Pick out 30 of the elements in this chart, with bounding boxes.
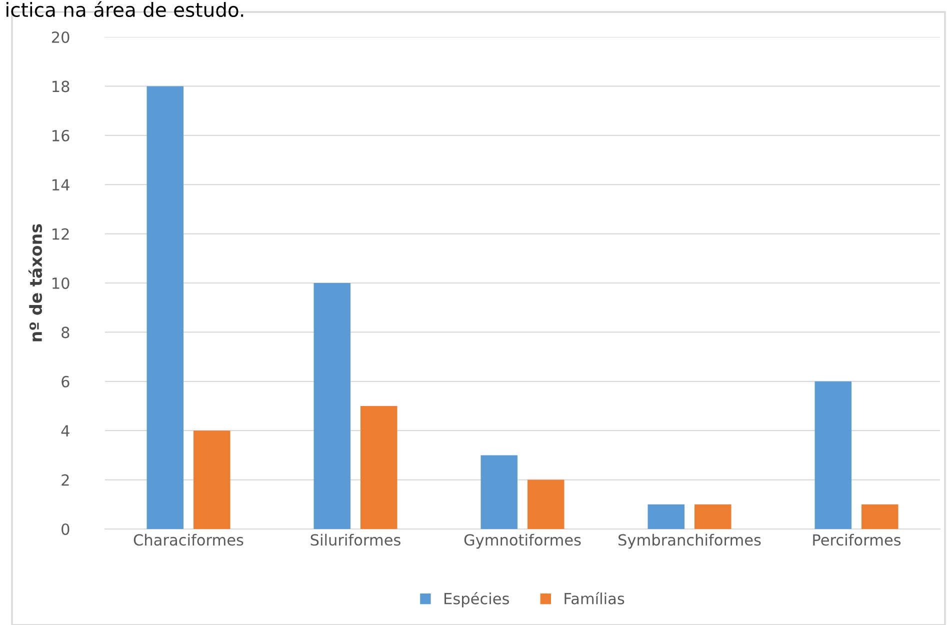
y-tick-label: 20 bbox=[52, 31, 70, 44]
y-tick-label: 10 bbox=[52, 277, 70, 290]
x-tick-label: Perciformes bbox=[813, 534, 901, 546]
x-tick-label: Characiformes bbox=[134, 534, 244, 546]
y-tick-label: 14 bbox=[52, 179, 70, 190]
bar bbox=[194, 430, 230, 529]
x-tick-label: Gymnotiformes bbox=[464, 534, 581, 549]
y-tick-label: 12 bbox=[52, 228, 69, 240]
y-tick-label: 2 bbox=[62, 474, 69, 486]
bar bbox=[694, 504, 732, 529]
x-tick-label: Symbranchiformes bbox=[618, 534, 761, 549]
bar bbox=[814, 381, 852, 529]
text: ictica na área de estudo. bbox=[6, 1, 244, 18]
y-axis-title: nº de táxons bbox=[28, 224, 42, 342]
legend-label: Famílias bbox=[564, 592, 624, 604]
bar bbox=[528, 480, 564, 529]
x-tick-label: Siluriformes bbox=[310, 534, 400, 546]
y-tick-label: 0 bbox=[62, 523, 70, 536]
legend-label: Espécies bbox=[444, 592, 509, 608]
y-tick-label: 4 bbox=[61, 425, 70, 436]
bar bbox=[360, 406, 398, 529]
y-tick-label: 8 bbox=[62, 326, 70, 338]
bar bbox=[146, 86, 184, 529]
bar bbox=[862, 504, 898, 529]
bar bbox=[314, 283, 350, 529]
y-tick-label: 16 bbox=[52, 130, 70, 142]
y-tick-label: 18 bbox=[52, 80, 70, 92]
bar bbox=[648, 504, 684, 529]
bar bbox=[480, 455, 518, 529]
y-tick-label: 6 bbox=[62, 376, 70, 388]
